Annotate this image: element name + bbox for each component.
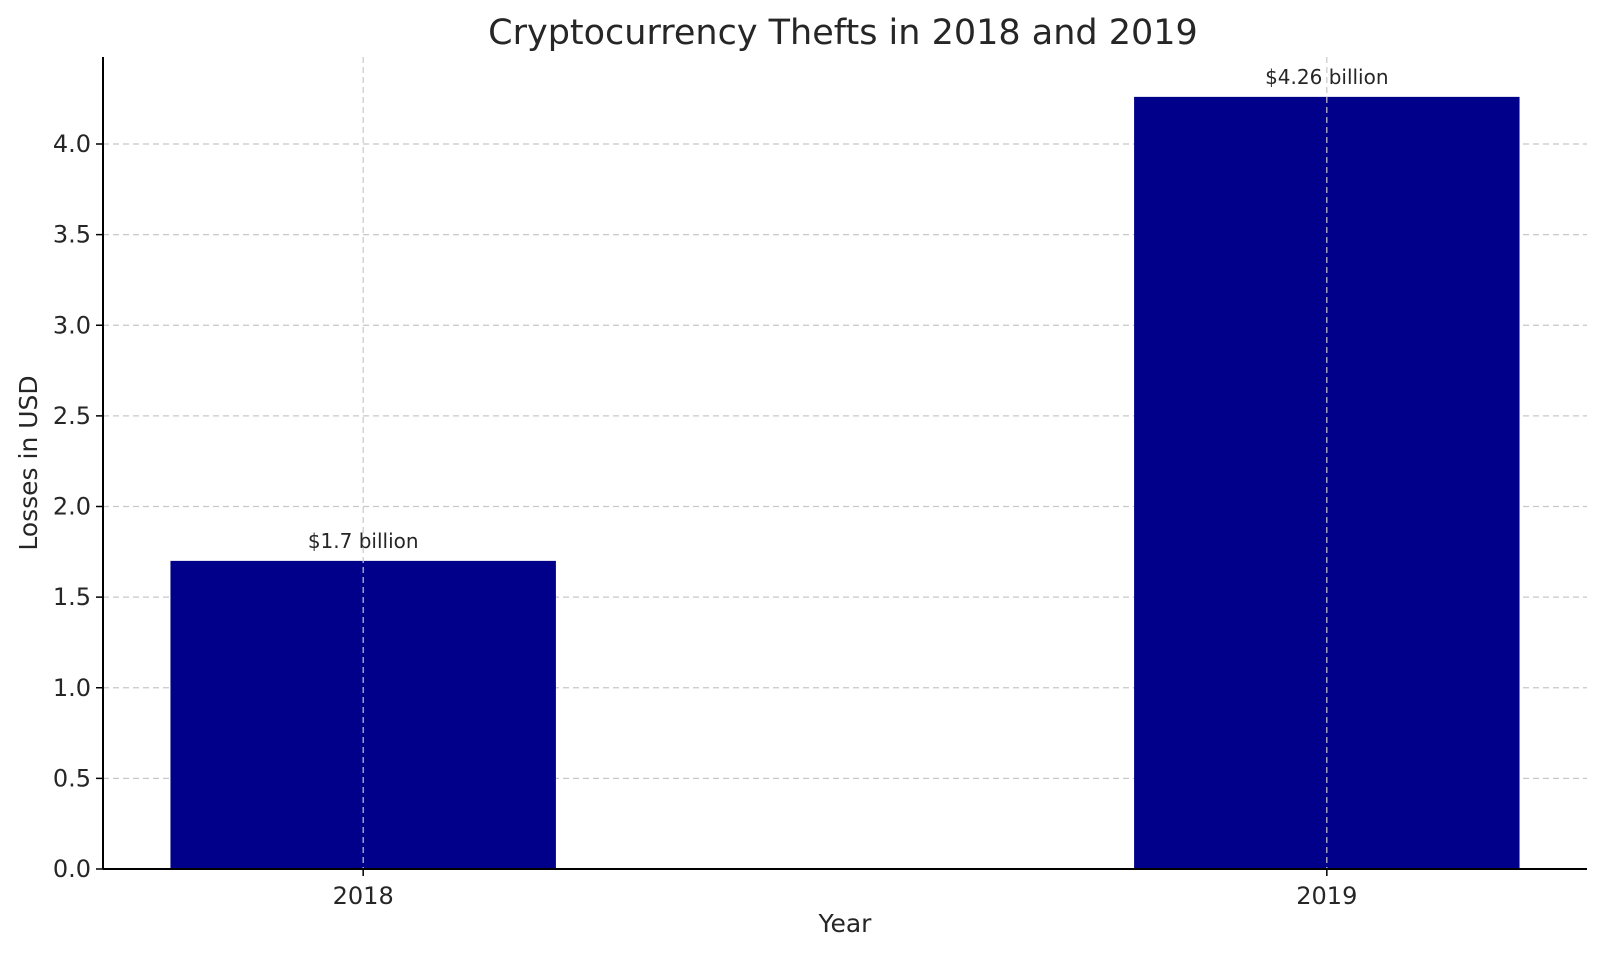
y-tick-label: 2.5 <box>53 402 91 430</box>
y-tick-label: 1.5 <box>53 583 91 611</box>
y-tick-label: 2.0 <box>53 493 91 521</box>
y-tick-label: 3.0 <box>53 311 91 339</box>
y-tick-label: 0.5 <box>53 764 91 792</box>
data-labels: $1.7 billion $4.26 billion <box>308 65 1389 553</box>
x-tick-label: 2019 <box>1296 882 1357 910</box>
bars <box>170 96 1520 869</box>
data-label: $1.7 billion <box>308 529 419 553</box>
x-ticks: 2018 2019 <box>333 869 1357 910</box>
y-axis-label: Losses in USD <box>14 375 43 550</box>
y-tick-label: 0.0 <box>53 855 91 883</box>
data-label: $4.26 billion <box>1265 65 1388 89</box>
y-tick-label: 4.0 <box>53 130 91 158</box>
y-grid <box>103 143 1587 779</box>
x-grid <box>362 57 1328 869</box>
x-axis-label: Year <box>818 909 873 938</box>
y-ticks: 0.0 0.5 1.0 1.5 2.0 2.5 3.0 3.5 4.0 <box>53 130 103 883</box>
x-tick-label: 2018 <box>333 882 394 910</box>
y-tick-label: 1.0 <box>53 674 91 702</box>
chart-title: Cryptocurrency Thefts in 2018 and 2019 <box>488 13 1198 53</box>
y-tick-label: 3.5 <box>53 221 91 249</box>
